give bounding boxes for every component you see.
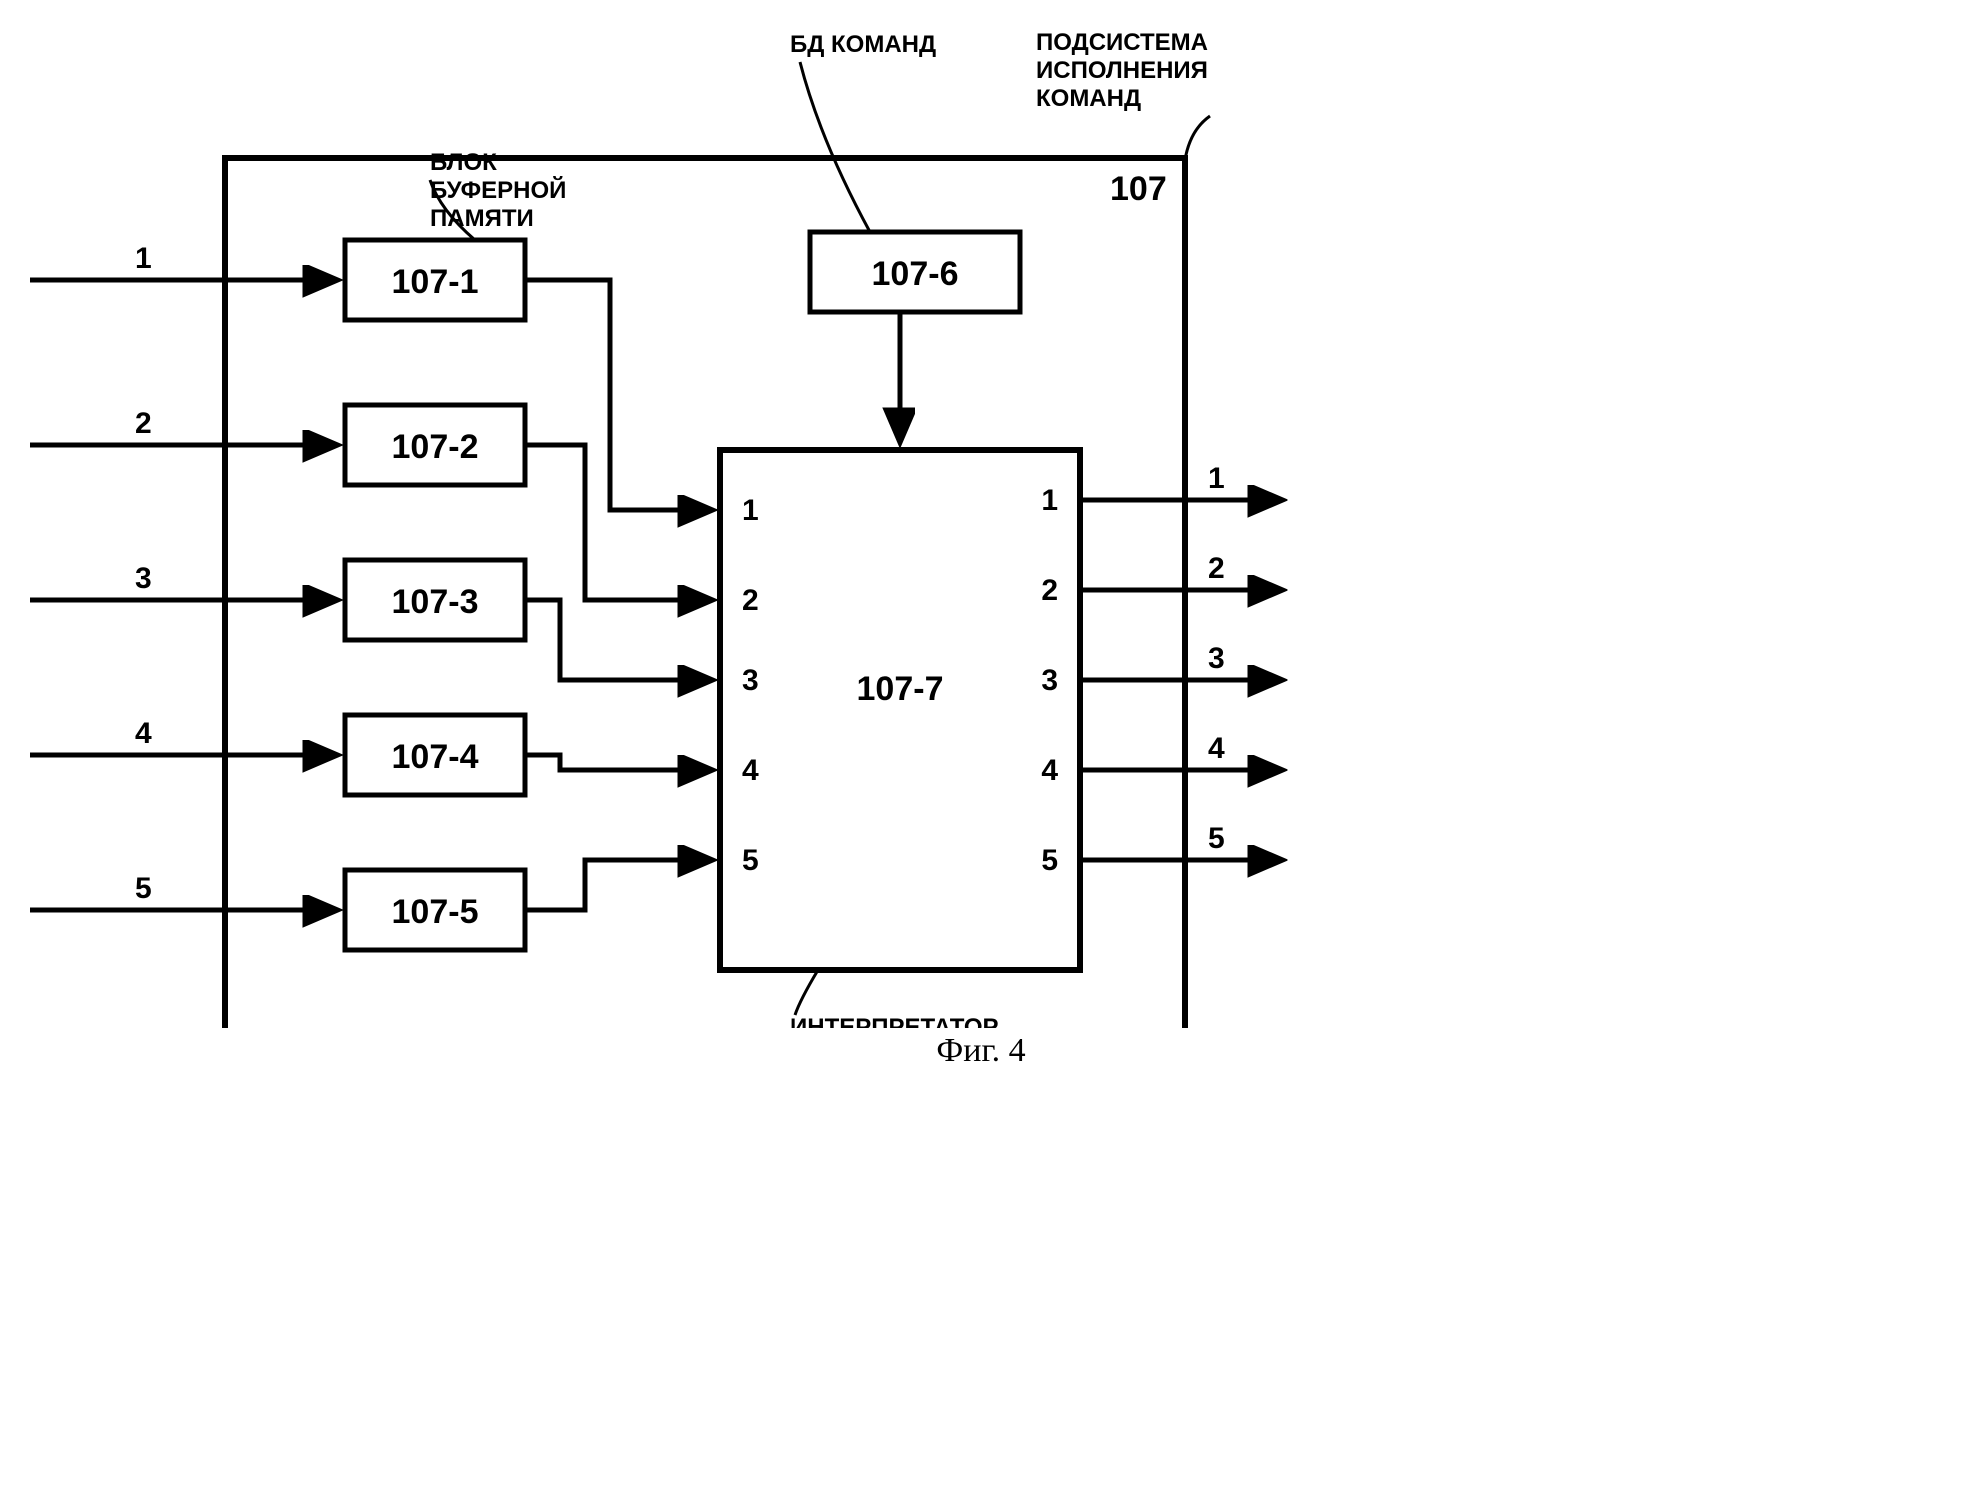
interp-left-5: 5 (742, 844, 759, 877)
anno-buf-1: БЛОК (430, 149, 497, 176)
anno-subsystem-2: ИСПОЛНЕНИЯ (1036, 57, 1208, 84)
in-label-5: 5 (135, 872, 152, 905)
outer-box-id: 107 (1110, 170, 1167, 208)
anno-buf-2: БУФЕРНОЙ (430, 176, 566, 204)
out-label-4: 4 (1208, 732, 1225, 765)
anno-subsystem-1: ПОДСИСТЕМА (1036, 29, 1208, 56)
buffer-box-2-label: 107-2 (392, 428, 479, 466)
out-label-3: 3 (1208, 642, 1225, 675)
buffer-box-1-label: 107-1 (392, 263, 479, 301)
interp-left-4: 4 (742, 754, 759, 787)
interp-right-5: 5 (1041, 844, 1058, 877)
in-label-3: 3 (135, 562, 152, 595)
interpreter-box-label: 107-7 (857, 670, 944, 708)
db-box-label: 107-6 (872, 255, 959, 293)
out-label-5: 5 (1208, 822, 1225, 855)
interp-left-3: 3 (742, 664, 759, 697)
diagram-svg: 107 ПОДСИСТЕМА ИСПОЛНЕНИЯ КОМАНД БД КОМА… (0, 0, 1308, 1028)
out-label-1: 1 (1208, 462, 1225, 495)
buffer-box-4-label: 107-4 (392, 738, 479, 776)
figure-caption: Фиг. 4 (0, 1028, 1962, 1088)
buffer-box-5-label: 107-5 (392, 893, 479, 931)
interp-right-3: 3 (1041, 664, 1058, 697)
interpreter-box (720, 450, 1080, 970)
in-label-1: 1 (135, 242, 152, 275)
anno-subsystem-3: КОМАНД (1036, 85, 1141, 112)
interp-right-1: 1 (1041, 484, 1058, 517)
interp-left-1: 1 (742, 494, 759, 527)
anno-interp-1: ИНТЕРПРЕТАТОР (790, 1014, 999, 1028)
in-label-4: 4 (135, 717, 152, 750)
in-label-2: 2 (135, 407, 152, 440)
buffer-box-3-label: 107-3 (392, 583, 479, 621)
out-label-2: 2 (1208, 552, 1225, 585)
anno-db: БД КОМАНД (790, 31, 936, 58)
interp-right-2: 2 (1041, 574, 1058, 607)
anno-subsystem-leader (1185, 116, 1210, 160)
interp-left-2: 2 (742, 584, 759, 617)
interp-right-4: 4 (1041, 754, 1058, 787)
